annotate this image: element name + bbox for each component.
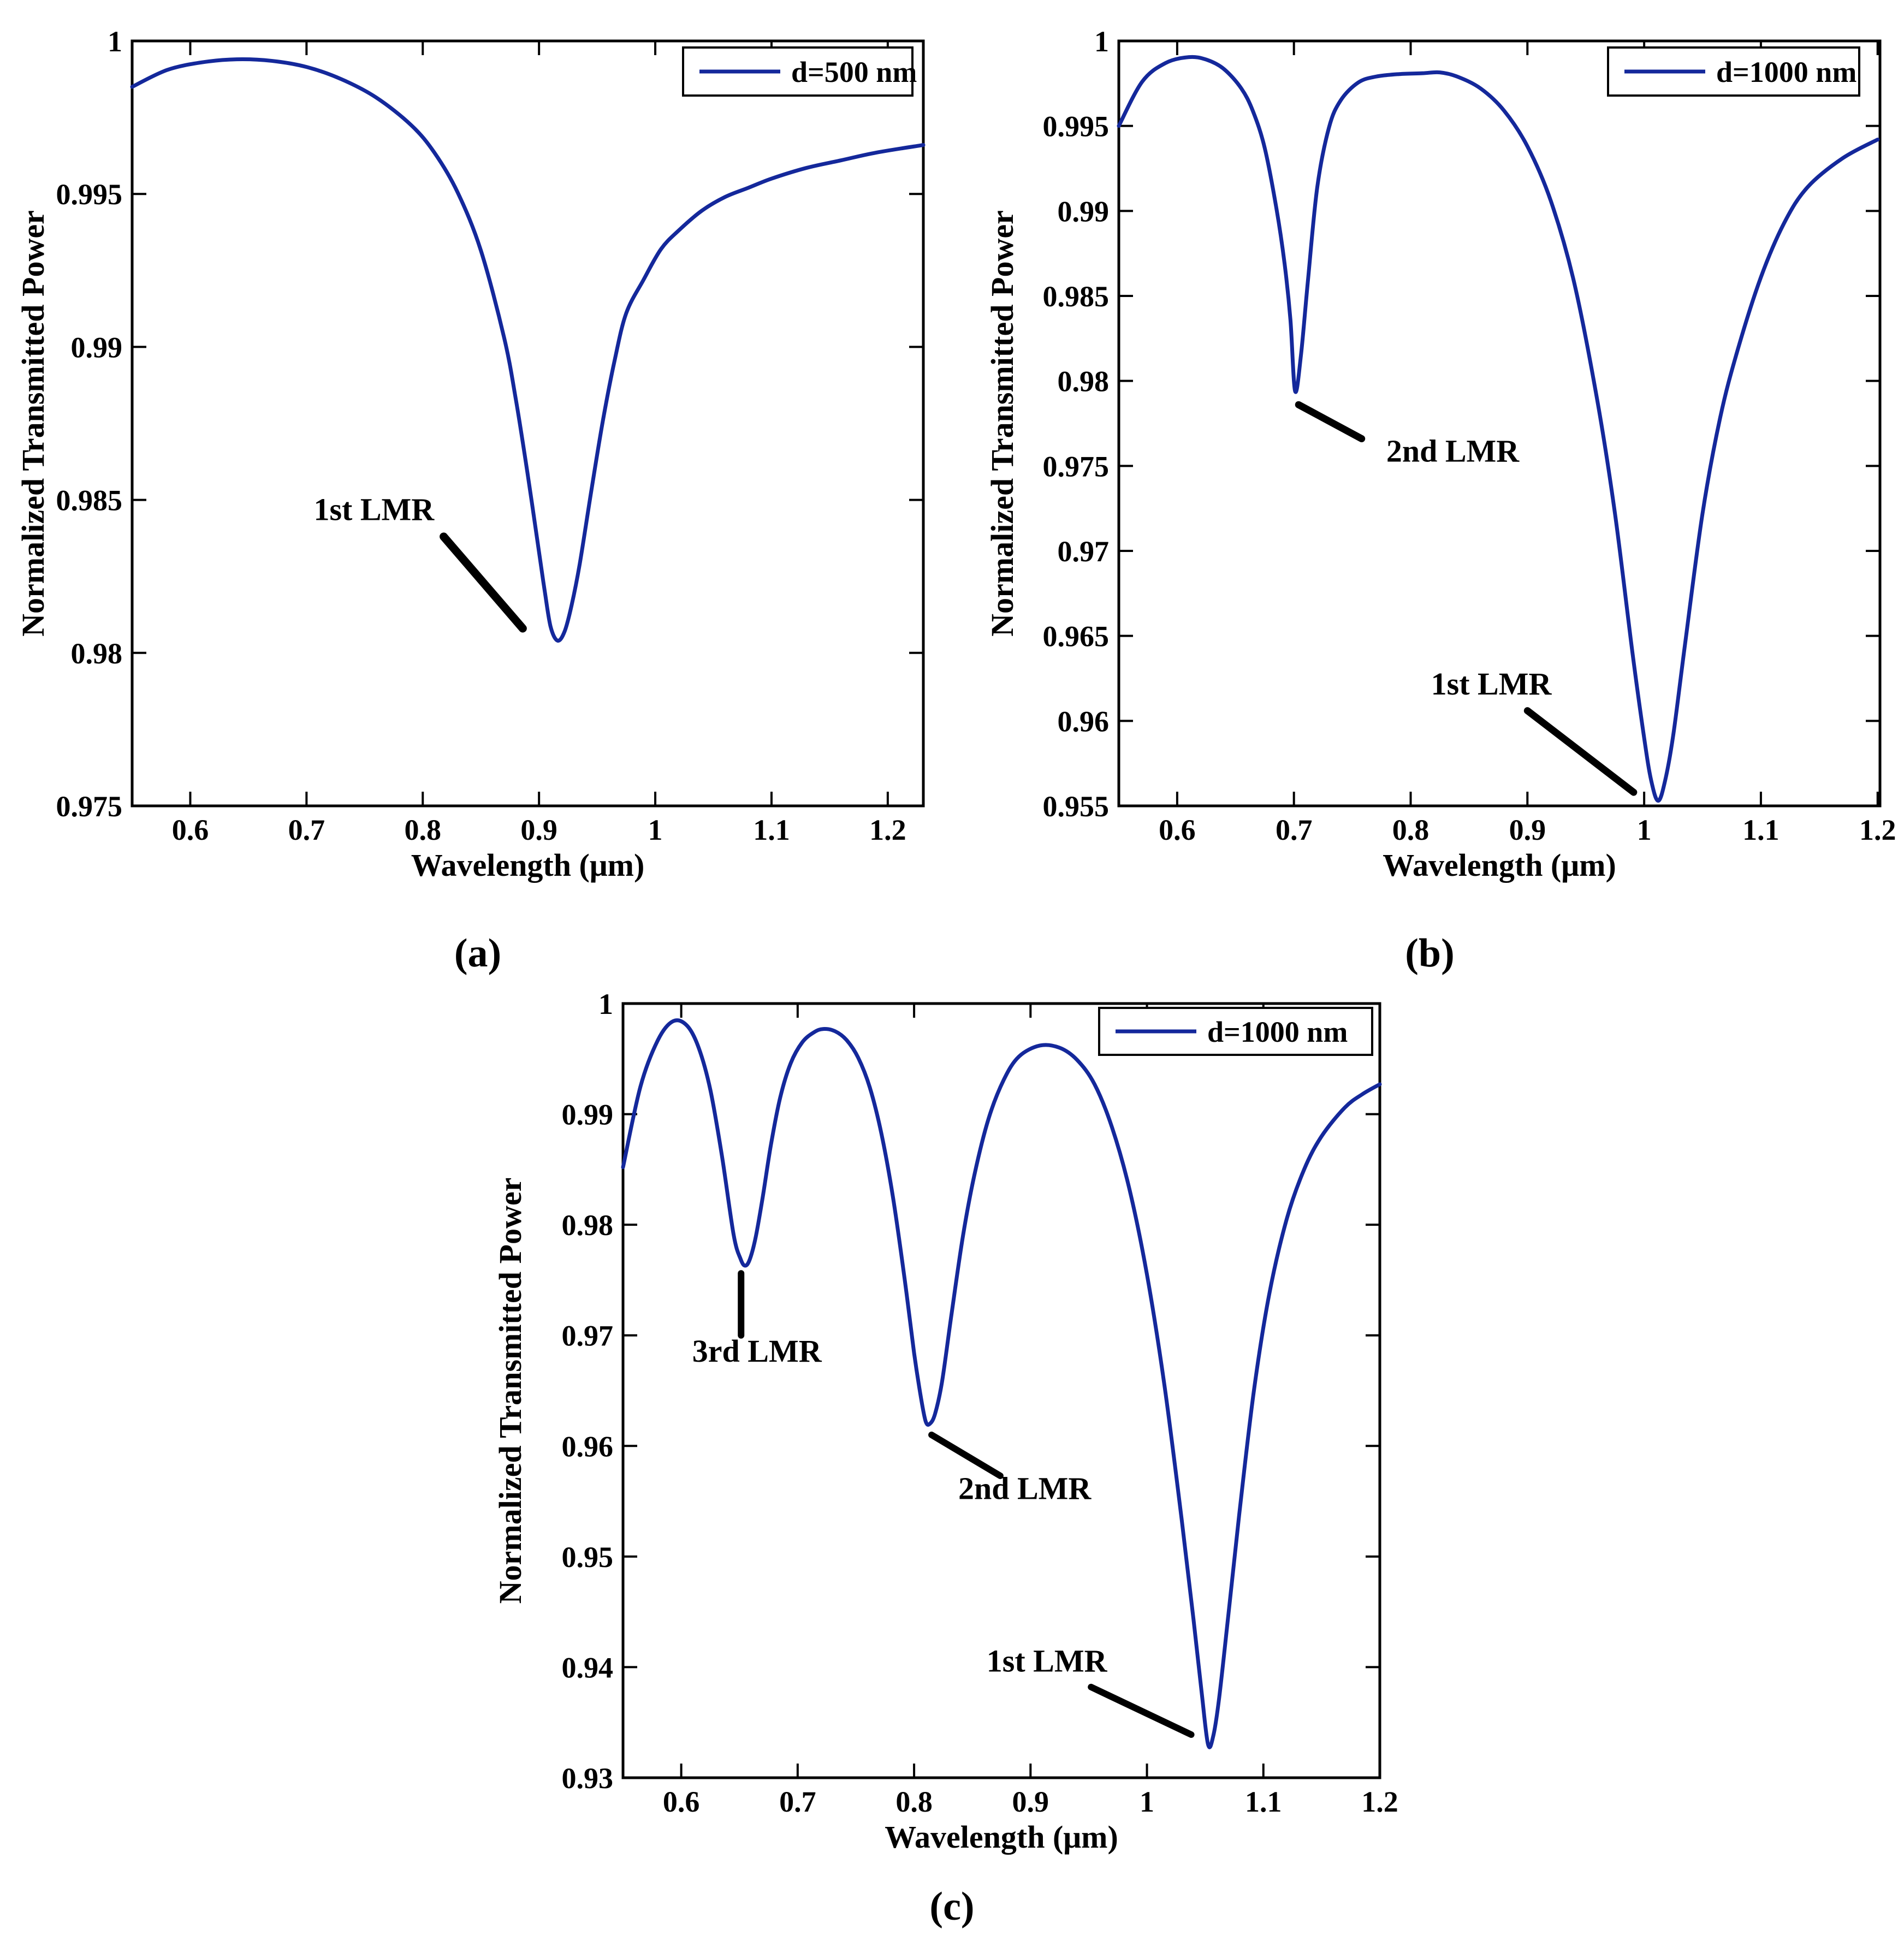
y-axis-label: Normalized Transmitted Power: [984, 210, 1020, 637]
annotation-pointer-line: [1295, 401, 1366, 443]
y-tick-label: 0.94: [561, 1651, 613, 1684]
annotation-pointer-line: [928, 1432, 1004, 1479]
x-tick-label: 0.9: [1509, 814, 1546, 846]
y-tick-label: 0.99: [1058, 195, 1110, 228]
x-axis-label: Wavelength (μm): [411, 847, 645, 883]
x-tick-label: 0.9: [520, 814, 557, 846]
y-tick-label: 1: [598, 988, 613, 1020]
x-tick-label: 0.6: [662, 1785, 699, 1818]
annotation-pointer-line: [1523, 707, 1638, 796]
x-tick-label: 1.1: [753, 814, 790, 846]
x-tick-label: 1: [1637, 814, 1652, 846]
y-axis-label: Normalized Transmitted Power: [15, 210, 51, 637]
annotation-pointer-line: [1087, 1683, 1195, 1738]
x-tick-label: 0.8: [895, 1785, 933, 1818]
x-tick-label: 1.1: [1245, 1785, 1282, 1818]
x-tick-label: 1.1: [1742, 814, 1780, 846]
y-tick-label: 0.99: [71, 331, 123, 364]
chart-a: 0.6 0.7 0.8 0.9 1 1.1 1.2 0.975 0.98 0.985 0.99 0.9…: [0, 0, 956, 928]
caption-c: (c): [929, 1884, 975, 1929]
x-tick-label: 0.8: [405, 814, 442, 846]
plot-box: [1117, 39, 1882, 808]
y-tick-label: 0.99: [561, 1099, 613, 1131]
series-line: [621, 1018, 1381, 1749]
y-tick-label: 0.975: [56, 790, 123, 823]
x-tick-label: 0.6: [1159, 814, 1196, 846]
x-tick-label: 0.7: [288, 814, 325, 846]
x-tick-label: 1: [1140, 1785, 1154, 1818]
x-tick-label: 1: [648, 814, 663, 846]
x-tick-label: 0.7: [779, 1785, 816, 1818]
annotation-label: 1st LMR: [986, 1643, 1107, 1678]
y-tick-label: 0.955: [1043, 790, 1110, 823]
annotation-label: 3rd LMR: [692, 1333, 822, 1369]
plot-box: [621, 1002, 1381, 1779]
x-tick-label: 0.8: [1392, 814, 1430, 846]
figure-row-top: 0.6 0.7 0.8 0.9 1 1.1 1.2 0.975 0.98 0.985 0.99 0.9…: [0, 0, 1904, 983]
caption-b: (b): [1405, 931, 1455, 976]
y-tick-label: 0.985: [56, 484, 123, 517]
y-tick-label: 0.985: [1043, 280, 1110, 313]
chart-background: [0, 0, 956, 928]
chart-background: [956, 0, 1904, 928]
legend-label: d=1000 nm: [1207, 1016, 1348, 1048]
y-tick-label: 1: [1094, 25, 1109, 58]
y-tick-label: 0.96: [1058, 705, 1110, 738]
x-tick-label: 0.7: [1276, 814, 1313, 846]
x-tick-label: 1.2: [1859, 814, 1896, 846]
annotation-label: 1st LMR: [313, 491, 435, 527]
panel-a: 0.6 0.7 0.8 0.9 1 1.1 1.2 0.975 0.98 0.985 0.99 0.9…: [0, 0, 956, 983]
x-axis-label: Wavelength (μm): [885, 1819, 1118, 1855]
figure-row-bottom: 0.6 0.7 0.8 0.9 1 1.1 1.2 0.93 0.94 0.95 0.96 0.97 0…: [0, 983, 1904, 1947]
y-tick-label: 0.93: [561, 1762, 613, 1795]
y-tick-label: 1: [108, 25, 122, 58]
legend-label: d=500 nm: [791, 56, 917, 88]
x-tick-label: 1.2: [869, 814, 906, 846]
series-line: [1117, 55, 1880, 803]
chart-c: 0.6 0.7 0.8 0.9 1 1.1 1.2 0.93 0.94 0.95 0.96 0.97 0…: [460, 983, 1444, 1878]
y-tick-label: 0.95: [561, 1541, 613, 1574]
x-tick-label: 0.9: [1012, 1785, 1049, 1818]
y-tick-label: 0.96: [561, 1430, 613, 1463]
y-axis-label: Normalized Transmitted Power: [493, 1178, 528, 1604]
y-tick-label: 0.975: [1043, 450, 1110, 483]
series-line: [130, 57, 926, 643]
annotation-label: 1st LMR: [1431, 666, 1552, 702]
annotation-pointer-line: [440, 532, 527, 633]
caption-a: (a): [454, 931, 502, 976]
panel-c: 0.6 0.7 0.8 0.9 1 1.1 1.2 0.93 0.94 0.95 0.96 0.97 0…: [460, 983, 1444, 1947]
y-tick-label: 0.98: [71, 637, 123, 670]
y-tick-label: 0.97: [561, 1320, 613, 1352]
y-tick-label: 0.98: [561, 1209, 613, 1242]
annotation-label: 2nd LMR: [958, 1470, 1091, 1506]
chart-b: 0.6 0.7 0.8 0.9 1 1.1 1.2 0.955 0.96 0.965 0.97 0.9…: [956, 0, 1904, 928]
x-axis-label: Wavelength (μm): [1383, 847, 1616, 883]
y-tick-label: 0.995: [56, 178, 123, 211]
legend-label: d=1000 nm: [1716, 56, 1856, 88]
x-tick-label: 1.2: [1361, 1785, 1398, 1818]
y-tick-label: 0.995: [1043, 110, 1110, 143]
y-tick-label: 0.98: [1058, 365, 1110, 398]
y-tick-label: 0.965: [1043, 620, 1110, 653]
plot-box: [131, 39, 925, 808]
chart-background: [460, 983, 1444, 1878]
panel-b: 0.6 0.7 0.8 0.9 1 1.1 1.2 0.955 0.96 0.965 0.97 0.9…: [956, 0, 1904, 983]
annotation-label: 2nd LMR: [1386, 433, 1520, 468]
y-tick-label: 0.97: [1058, 535, 1110, 568]
x-tick-label: 0.6: [172, 814, 209, 846]
